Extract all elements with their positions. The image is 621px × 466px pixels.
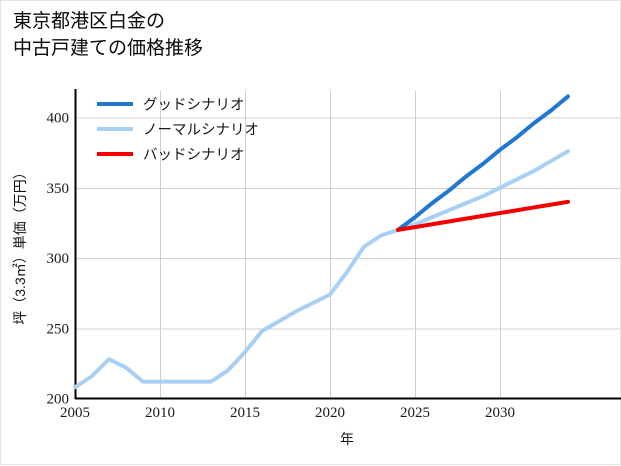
legend-entry-bad[interactable]: バッドシナリオ xyxy=(97,148,245,164)
x-tick-label-2020: 2020 xyxy=(315,405,345,421)
x-gridlines xyxy=(160,91,501,399)
x-axis-title: 年 xyxy=(340,431,354,447)
y-tick-labels: 200 250 300 350 400 xyxy=(47,111,70,408)
y-tick-label-300: 300 xyxy=(47,251,70,267)
x-tick-label-2025: 2025 xyxy=(400,405,430,421)
y-tick-label-400: 400 xyxy=(47,111,70,127)
series-line-normal xyxy=(73,149,570,390)
y-tick-label-200: 200 xyxy=(47,392,70,408)
y-axis-title: 坪（3.3㎡）単価（万円） xyxy=(12,165,28,324)
x-tick-label-2005: 2005 xyxy=(60,405,90,421)
y-tick-label-350: 350 xyxy=(47,181,70,197)
legend-label-bad: バッドシナリオ xyxy=(143,148,245,164)
x-tick-labels: 2005 2010 2015 2020 2025 2030 xyxy=(60,405,515,421)
chart-title: 東京都港区白金の 中古戸建ての価格推移 xyxy=(13,11,204,59)
y-tick-label-250: 250 xyxy=(47,321,70,337)
legend-entry-normal[interactable]: ノーマルシナリオ xyxy=(97,123,259,139)
series-line-bad xyxy=(396,199,570,232)
legend-label-good: グッドシナリオ xyxy=(143,97,245,114)
legend-entry-good[interactable]: グッドシナリオ xyxy=(97,97,245,114)
legend-label-normal: ノーマルシナリオ xyxy=(143,123,259,139)
series-line-good xyxy=(396,94,570,232)
x-tick-label-2010: 2010 xyxy=(145,405,175,421)
plot-background xyxy=(75,91,620,399)
series-lines xyxy=(73,94,570,390)
x-tick-label-2030: 2030 xyxy=(485,405,515,421)
x-tick-label-2015: 2015 xyxy=(230,405,260,421)
